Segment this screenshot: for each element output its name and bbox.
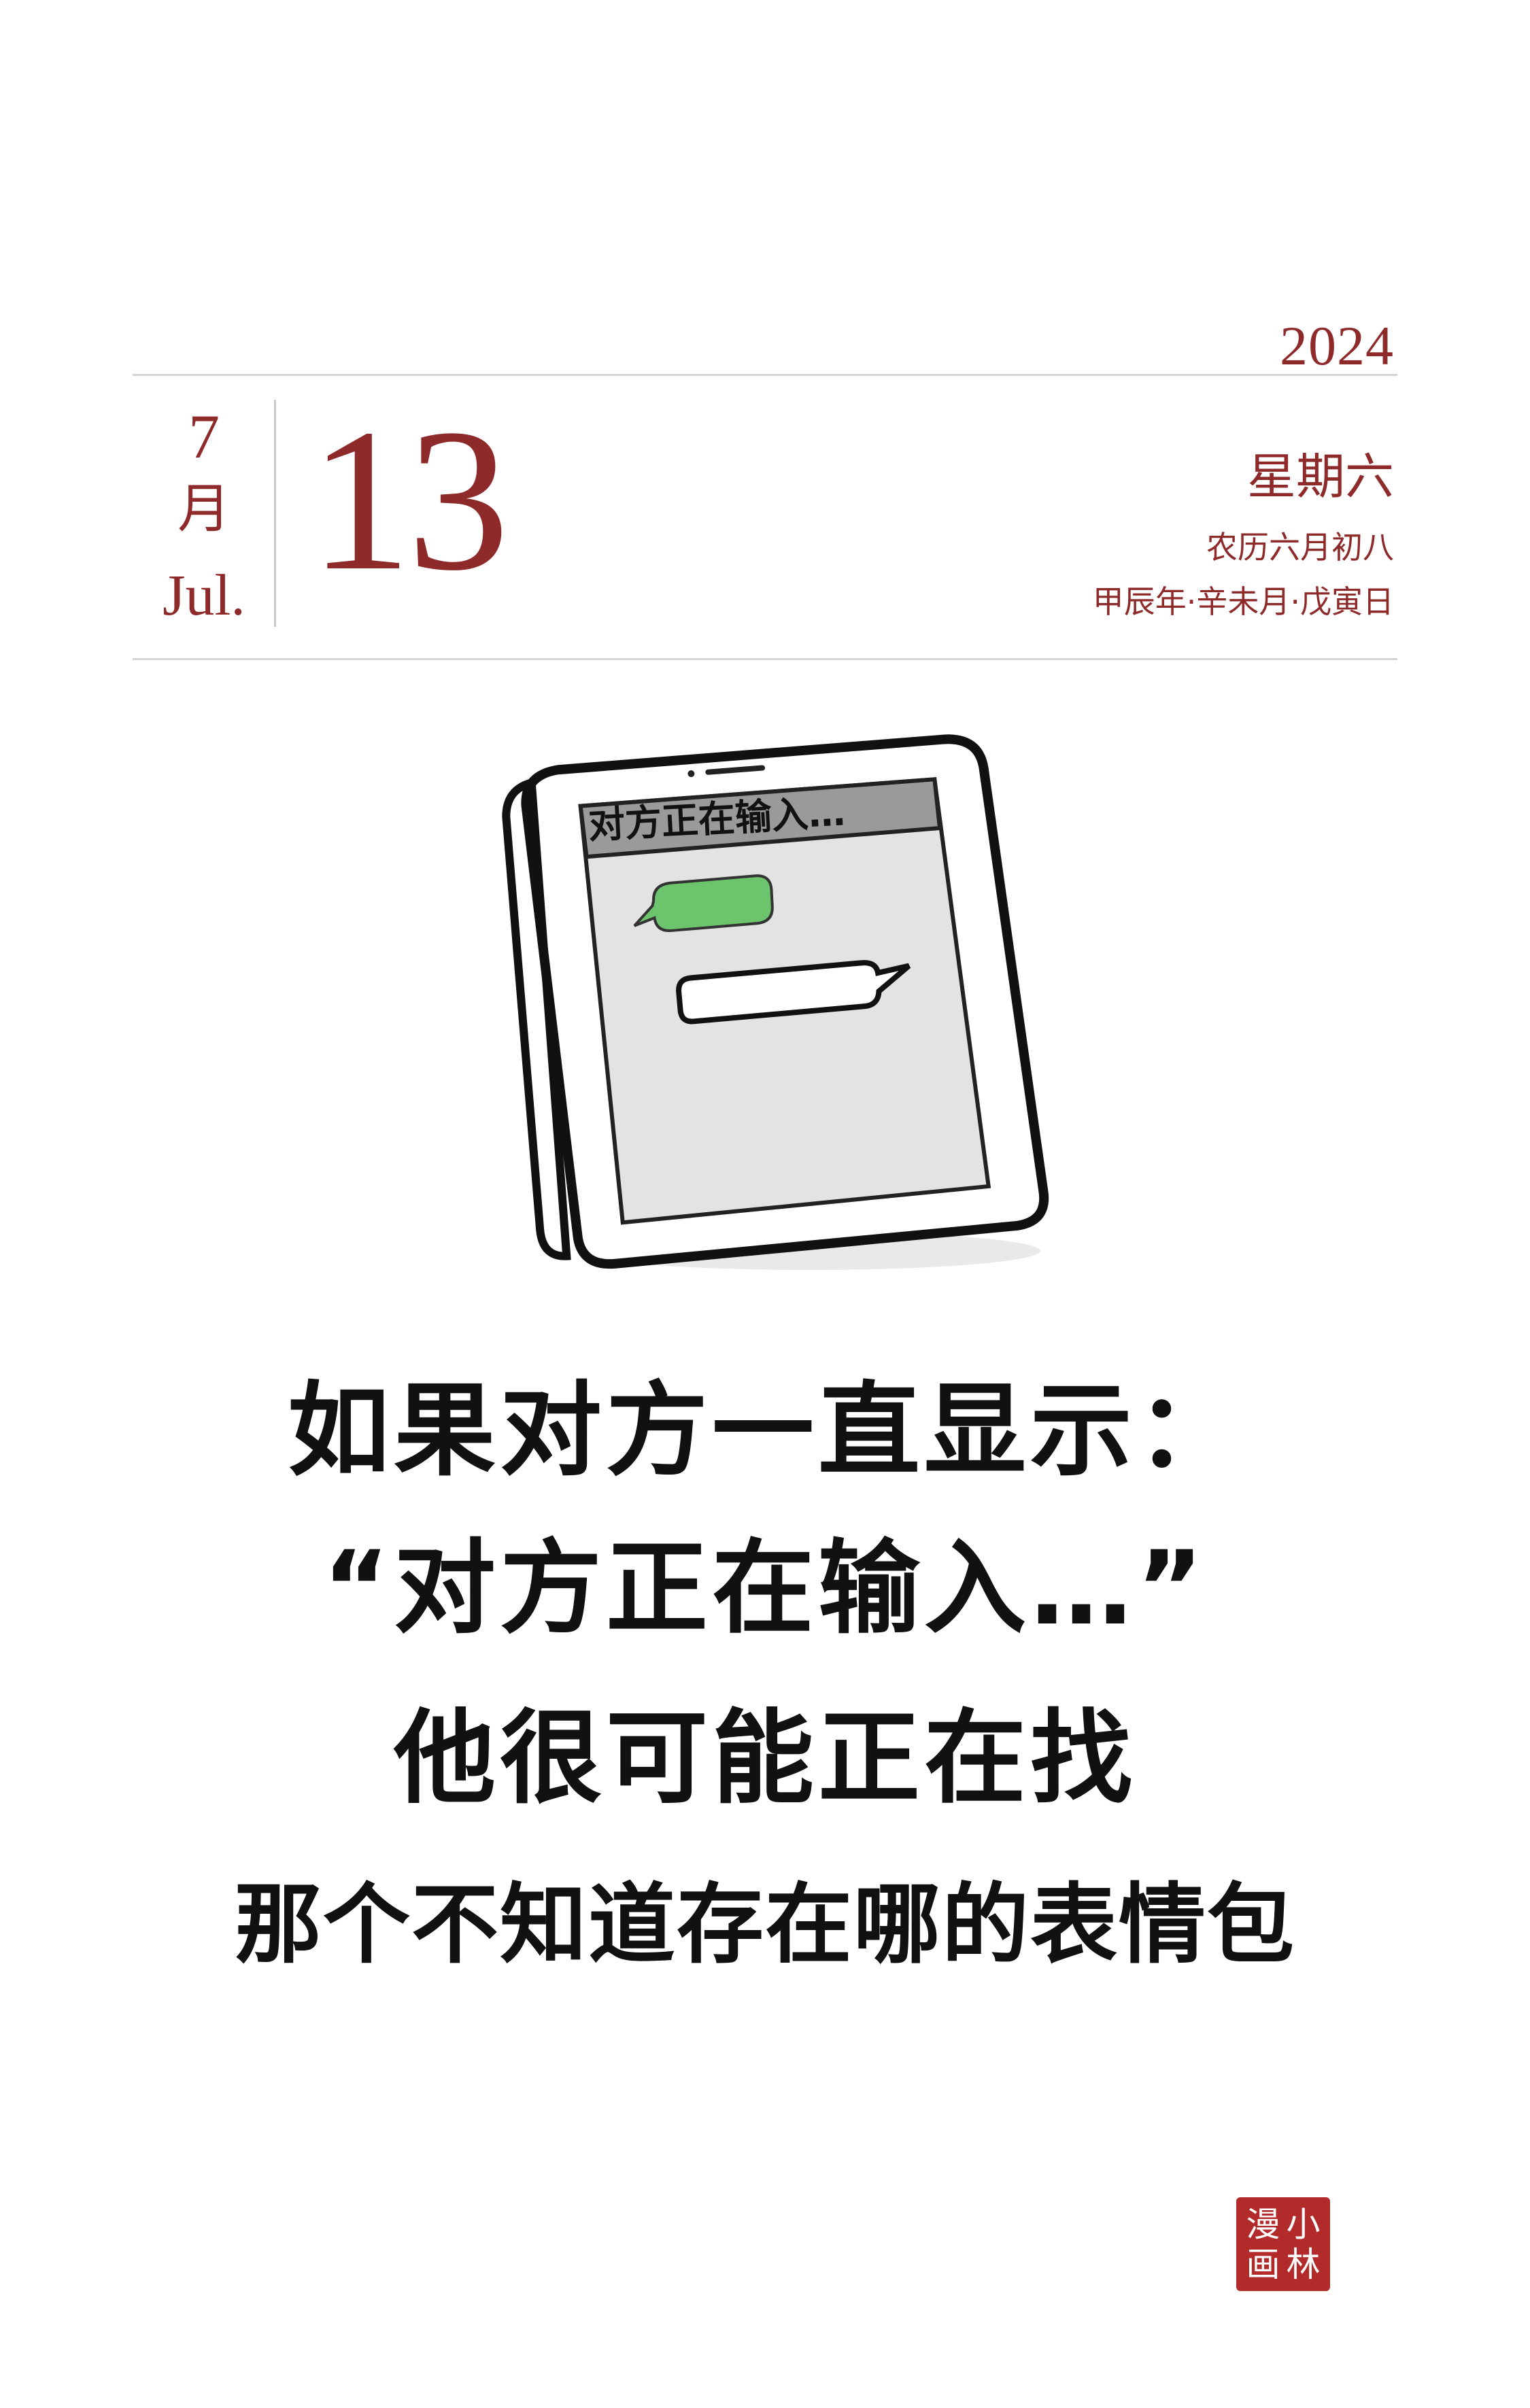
caption-line-3: 他很可能正在找 [393,1700,1136,1818]
seal-char: 林 [1286,2244,1321,2284]
weekday-label: 星期六 [1246,448,1394,505]
bottom-rule [133,658,1397,660]
caption-line-2: “对方正在输入…” [322,1530,1208,1648]
seal-char: 小 [1286,2204,1321,2244]
month-english: Jul. [163,562,245,627]
ganzhi-date: 甲辰年·辛未月·戊寅日 [1092,583,1394,620]
month-number: 7 [188,402,220,471]
caption-line-4: 那个不知道存在哪的表情包 [234,1874,1295,1976]
seal-char: 漫 [1246,2204,1280,2244]
phone-illustration: 对方正在输入… [502,734,1049,1270]
top-rule [133,374,1397,376]
vertical-divider [274,400,276,627]
year-label: 2024 [1280,315,1394,377]
caption-line-1: 如果对方一直显示： [287,1372,1242,1490]
artist-seal: 小 漫 林 画 [1236,2197,1330,2291]
seal-char: 画 [1246,2244,1280,2284]
month-chinese: 月 [177,479,231,540]
day-number: 13 [309,387,509,613]
lunar-date: 农历六月初八 [1206,529,1394,566]
